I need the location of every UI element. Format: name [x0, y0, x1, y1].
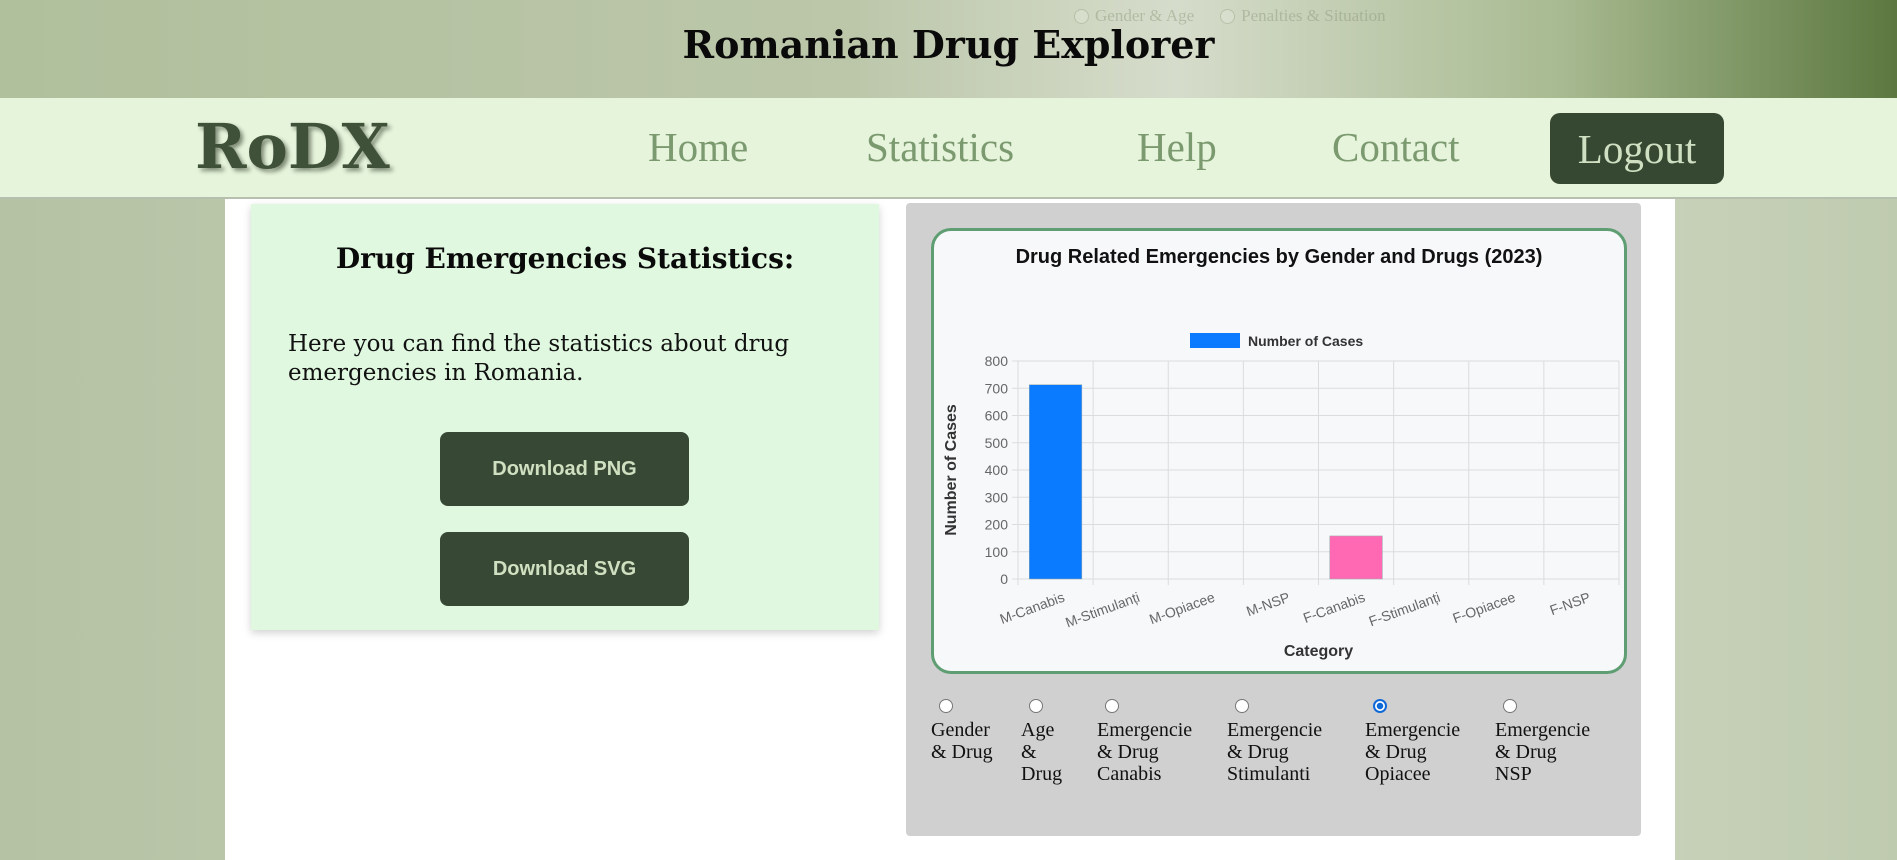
radio-button-icon[interactable] — [1029, 699, 1043, 713]
nav-link-home[interactable]: Home — [648, 124, 749, 170]
bar-chart: Drug Related Emergencies by Gender and D… — [943, 246, 1620, 660]
y-tick-label: 400 — [985, 462, 1009, 478]
radio-label: Emergencie & Drug Canabis — [1097, 719, 1193, 785]
chart-type-radio-group: Gender & Drug Age & Drug Emergencie & Drug… — [931, 699, 1631, 829]
info-title: Drug Emergencies Statistics: — [335, 242, 795, 275]
chart-option-radio[interactable]: Emergencie & Drug Stimulanti — [1227, 699, 1322, 785]
nav-link-help[interactable]: Help — [1137, 124, 1217, 170]
radio-button-icon[interactable] — [939, 699, 953, 713]
radio-label: Age & Drug — [1021, 719, 1063, 785]
info-card: Drug Emergencies Statistics: Here you ca… — [251, 204, 879, 630]
logout-button[interactable]: Logout — [1550, 113, 1724, 184]
ghost-radio-group: Gender & Age Penalties & Situation — [1074, 6, 1386, 26]
x-tick-label: F-Opiacee — [1450, 589, 1517, 626]
y-tick-label: 300 — [985, 489, 1009, 505]
radio-button-icon[interactable] — [1503, 699, 1517, 713]
radio-button-icon[interactable] — [1105, 699, 1119, 713]
y-tick-label: 200 — [985, 517, 1009, 533]
x-tick-label: F-NSP — [1548, 589, 1593, 618]
y-tick-label: 500 — [985, 435, 1009, 451]
top-banner: Gender & Age Penalties & Situation Roman… — [0, 0, 1897, 98]
chart-option-radio[interactable]: Emergencie & Drug NSP — [1495, 699, 1590, 785]
chart-panel: Drug Related Emergencies by Gender and D… — [906, 203, 1641, 836]
radio-button-icon[interactable] — [1235, 699, 1249, 713]
download-png-button[interactable]: Download PNG — [440, 432, 689, 506]
chart-container: Drug Related Emergencies by Gender and D… — [931, 228, 1627, 674]
radio-label: Emergencie & Drug Stimulanti — [1227, 719, 1323, 785]
ghost-radio-label: Penalties & Situation — [1241, 6, 1386, 25]
y-tick-label: 0 — [1000, 571, 1008, 587]
chart-option-radio[interactable]: Emergencie & Drug Canabis — [1097, 699, 1192, 785]
radio-label: Emergencie & Drug Opiacee — [1365, 719, 1461, 785]
y-axis-label: Number of Cases — [943, 404, 960, 536]
bar — [1329, 535, 1383, 580]
radio-label: Gender & Drug — [931, 719, 993, 763]
ghost-radio-penalties: Penalties & Situation — [1220, 6, 1386, 26]
x-tick-label: F-Canabis — [1301, 589, 1367, 626]
x-tick-label: M-Opiacee — [1147, 589, 1217, 628]
ghost-radio-label: Gender & Age — [1095, 6, 1195, 25]
download-svg-button[interactable]: Download SVG — [440, 532, 689, 606]
navbar: RoDX Home Statistics Help Contact Logout — [0, 98, 1897, 199]
x-tick-label: M-Stimulanți — [1063, 589, 1142, 631]
info-text: Here you can find the statistics about d… — [288, 331, 790, 386]
chart-title: Drug Related Emergencies by Gender and D… — [1016, 246, 1543, 268]
logo[interactable]: RoDX — [195, 110, 390, 183]
x-tick-label: M-Canabis — [997, 589, 1066, 627]
y-tick-label: 600 — [985, 408, 1009, 424]
nav-link-contact[interactable]: Contact — [1332, 124, 1460, 170]
site-title: Romanian Drug Explorer — [682, 22, 1215, 67]
y-tick-label: 700 — [985, 380, 1009, 396]
radio-label: Emergencie & Drug NSP — [1495, 719, 1591, 785]
chart-option-radio[interactable]: Age & Drug — [1021, 699, 1062, 785]
x-axis-label: Category — [1284, 643, 1353, 660]
legend-swatch — [1190, 333, 1240, 348]
chart-option-radio[interactable]: Emergencie & Drug Opiacee — [1365, 699, 1460, 785]
y-tick-label: 800 — [985, 353, 1009, 369]
main-content: Drug Emergencies Statistics: Here you ca… — [225, 199, 1675, 860]
ghost-radio-gender-age: Gender & Age — [1074, 6, 1194, 26]
y-tick-label: 100 — [985, 544, 1009, 560]
legend-label: Number of Cases — [1248, 333, 1363, 349]
nav-link-statistics[interactable]: Statistics — [866, 124, 1015, 170]
x-tick-label: F-Stimulanți — [1367, 589, 1443, 630]
bar — [1029, 384, 1083, 580]
radio-circle-icon — [1220, 8, 1236, 24]
radio-button-icon[interactable] — [1373, 699, 1387, 713]
x-tick-label: M-NSP — [1244, 589, 1292, 619]
chart-option-radio[interactable]: Gender & Drug — [931, 699, 993, 763]
radio-circle-icon — [1074, 8, 1089, 24]
